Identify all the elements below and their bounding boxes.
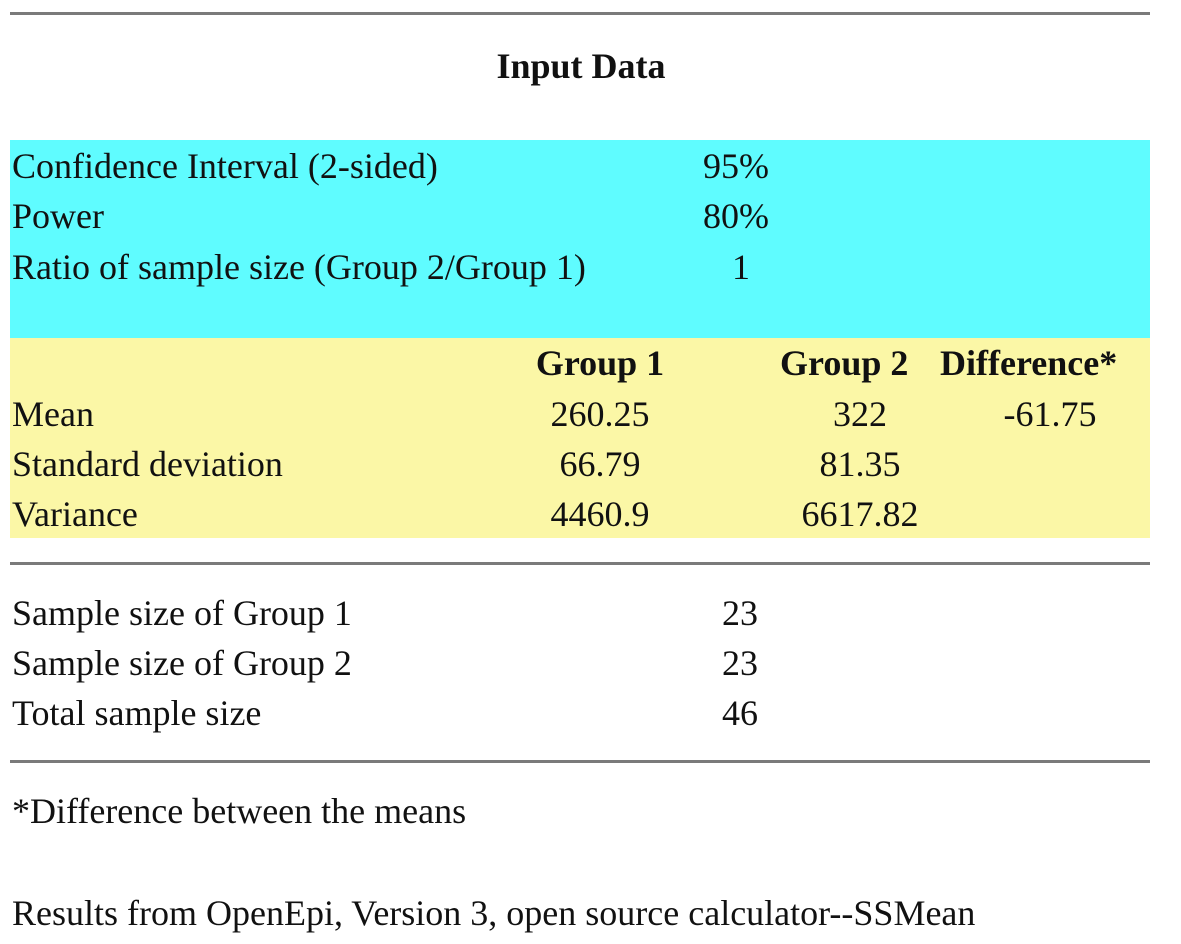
variance-group-2: 6617.82	[801, 494, 919, 534]
result-label-group-1: Sample size of Group 1	[12, 593, 352, 633]
page-title: Input Data	[496, 46, 666, 86]
result-value-group-2: 23	[722, 643, 758, 683]
mean-group-2: 322	[833, 394, 887, 434]
group-stats-table: Group 1 Group 2 Difference* Mean 260.25 …	[10, 338, 1150, 538]
param-value-power: 80%	[703, 196, 769, 236]
param-label-confidence: Confidence Interval (2-sided)	[12, 146, 438, 186]
column-header-group-1: Group 1	[535, 343, 665, 383]
row-label-variance: Variance	[12, 494, 138, 534]
sd-group-2: 81.35	[819, 444, 901, 484]
result-value-group-1: 23	[722, 593, 758, 633]
sd-group-1: 66.79	[559, 444, 641, 484]
result-label-group-2: Sample size of Group 2	[12, 643, 352, 683]
variance-group-1: 4460.9	[550, 494, 650, 534]
row-label-mean: Mean	[12, 394, 94, 434]
column-header-difference: Difference*	[940, 343, 1118, 383]
param-value-ratio: 1	[732, 247, 750, 287]
source-note: Results from OpenEpi, Version 3, open so…	[12, 893, 976, 933]
param-label-ratio: Ratio of sample size (Group 2/Group 1)	[12, 247, 586, 287]
mean-difference: -61.75	[1003, 394, 1097, 434]
row-label-standard-deviation: Standard deviation	[12, 444, 283, 484]
footnote: *Difference between the means	[12, 791, 467, 831]
parameters-panel: Confidence Interval (2-sided) 95% Power …	[10, 140, 1150, 338]
result-label-total: Total sample size	[12, 693, 262, 733]
result-value-total: 46	[722, 693, 758, 733]
mean-group-1: 260.25	[550, 394, 650, 434]
param-label-power: Power	[12, 196, 104, 236]
results-bottom-rule	[10, 760, 1150, 763]
results-top-rule	[10, 562, 1150, 565]
param-value-confidence: 95%	[703, 146, 769, 186]
column-header-group-2: Group 2	[780, 343, 909, 383]
top-rule	[10, 12, 1150, 15]
